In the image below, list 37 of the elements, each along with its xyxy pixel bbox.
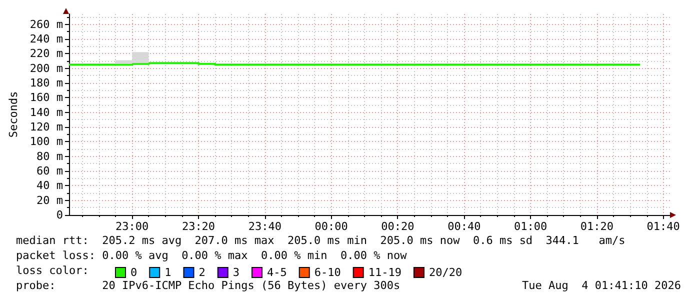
y-tick-label: 220 m <box>30 47 64 60</box>
x-tick-label: 00:20 <box>381 220 414 233</box>
text: packet loss: 0.00 % avg 0.00 % max 0.00 % min 0.00 % now <box>16 249 407 262</box>
y-tick-label: 120 m <box>30 120 64 134</box>
y-tick-label: 100 m <box>30 135 64 148</box>
x-tick-label: 23:00 <box>116 220 149 233</box>
x-tick-label: 23:20 <box>182 220 216 233</box>
y-axis-title: Seconds <box>7 91 20 138</box>
legend-label: 1 <box>164 266 172 279</box>
legend-label: 3 <box>232 266 240 279</box>
y-tick-label: 160 m <box>30 91 64 104</box>
x-tick-label: 00:00 <box>314 220 348 233</box>
legend-label: 20/20 <box>428 266 462 279</box>
y-tick-label: 140 m <box>30 106 64 119</box>
legend-label: 4-5 <box>266 266 287 279</box>
legend-label: 2 <box>198 266 206 279</box>
legend-label: 0 <box>130 266 138 279</box>
x-tick-label: 23:40 <box>248 220 282 233</box>
y-tick-label: 80 m <box>36 150 64 163</box>
y-tick-label: 0 <box>56 208 64 222</box>
text: Tue Aug 4 01:41:10 2026 <box>522 279 681 292</box>
y-tick-label: 200 m <box>30 62 64 75</box>
x-tick-label: 01:00 <box>514 220 548 233</box>
legend-label: 6-10 <box>314 266 341 279</box>
legend-title: loss color: <box>16 264 89 277</box>
y-tick-label: 60 m <box>36 164 64 178</box>
text: probe: 20 IPv6-ICMP Echo Pings (56 Bytes) every 300s <box>16 279 400 292</box>
y-tick-label: 240 m <box>30 32 64 46</box>
x-tick-label: 01:40 <box>646 220 680 233</box>
y-tick-label: 20 m <box>36 194 64 207</box>
y-tick-label: 260 m <box>30 18 64 31</box>
y-tick-label: 180 m <box>30 76 64 90</box>
x-tick-label: 00:40 <box>448 220 481 233</box>
y-tick-label: 40 m <box>36 179 64 192</box>
text: median rtt: 205.2 ms avg 207.0 ms max 205.0 ms min 205.0 ms now 0.6 ms sd 344.1 am/s <box>16 234 626 247</box>
x-tick-label: 01:20 <box>580 220 614 233</box>
legend-label: 11-19 <box>368 266 402 279</box>
